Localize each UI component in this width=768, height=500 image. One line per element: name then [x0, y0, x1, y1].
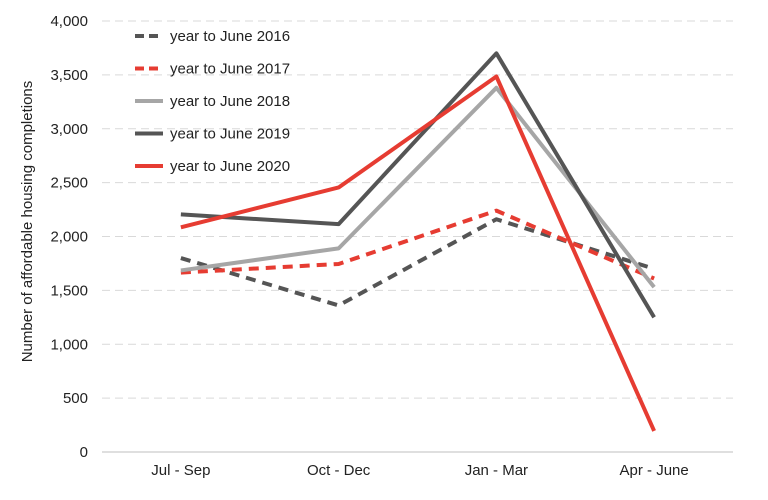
legend: year to June 2016 year to June 2017 year t… [135, 28, 290, 175]
series-line-5 [180, 74, 656, 432]
x-tick-label: Apr - June [620, 462, 689, 479]
x-tick-label: Jan - Mar [465, 462, 528, 479]
y-axis-title: Number of affordable housing completions [19, 81, 36, 363]
legend-entry: year to June 2016 [170, 28, 290, 45]
gridlines [102, 20, 733, 399]
x-tick-label: Jul - Sep [151, 462, 210, 479]
y-tick-label: 2,000 [50, 229, 88, 246]
series-line-2 [180, 208, 655, 281]
y-axis-ticks: 0 500 1,000 1,500 2,000 2,500 3,000 3,500 4,000 [50, 13, 88, 461]
legend-entry: year to June 2017 [170, 61, 290, 78]
legend-entry: year to June 2020 [170, 158, 290, 175]
y-tick-label: 3,000 [50, 121, 88, 138]
y-tick-label: 4,000 [50, 13, 88, 30]
y-tick-label: 500 [63, 390, 88, 407]
series-lines [180, 51, 656, 432]
legend-entry: year to June 2019 [170, 126, 290, 143]
x-axis-ticks: Jul - Sep Oct - Dec Jan - Mar Apr - June [151, 462, 688, 479]
series-line-3 [180, 85, 656, 289]
y-tick-label: 1,000 [50, 336, 88, 353]
series-line-4 [180, 51, 656, 319]
y-tick-label: 3,500 [50, 67, 88, 84]
y-tick-label: 1,500 [50, 282, 88, 299]
y-tick-label: 2,500 [50, 175, 88, 192]
y-tick-label: 0 [80, 444, 88, 461]
legend-entry: year to June 2018 [170, 93, 290, 110]
x-tick-label: Oct - Dec [307, 462, 371, 479]
